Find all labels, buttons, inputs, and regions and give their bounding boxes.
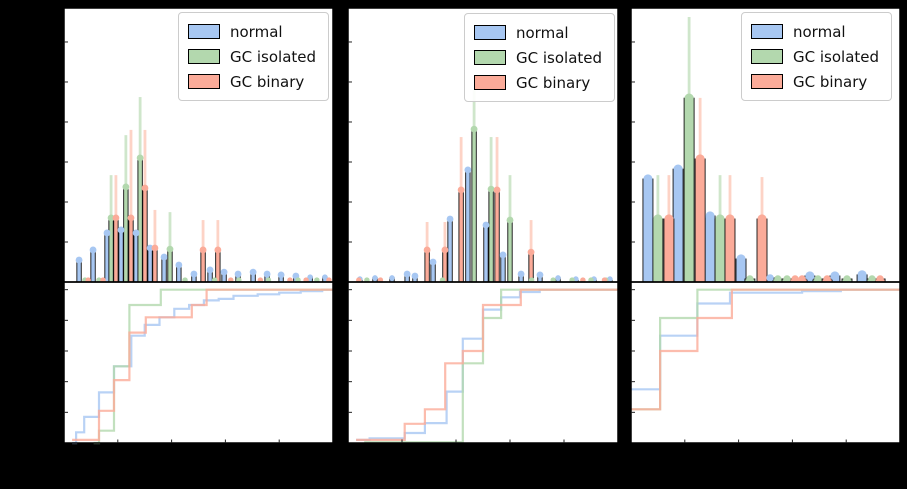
legend-label-gc-isolated: GC isolated bbox=[230, 47, 317, 66]
panel-1-cdf-normal bbox=[72, 288, 333, 445]
panel-1-cdf-gc_binary bbox=[72, 288, 333, 441]
legend-swatch-gc-isolated bbox=[188, 49, 220, 64]
legend-panel-2: normal GC isolated GC binary bbox=[464, 13, 615, 102]
legend-label-gc-binary: GC binary bbox=[230, 72, 305, 91]
legend-label-normal: normal bbox=[793, 22, 846, 41]
panel-3-histogram bbox=[642, 17, 886, 283]
panel-2-cdf bbox=[356, 288, 618, 444]
legend-item-gc-isolated: GC isolated bbox=[188, 44, 319, 69]
legend-label-gc-isolated: GC isolated bbox=[793, 47, 880, 66]
legend-item-gc-binary: GC binary bbox=[751, 69, 882, 94]
legend-item-gc-isolated: GC isolated bbox=[751, 44, 882, 69]
legend-swatch-normal bbox=[751, 24, 783, 39]
legend-label-gc-binary: GC binary bbox=[793, 72, 868, 91]
legend-label-normal: normal bbox=[230, 22, 283, 41]
legend-item-normal: normal bbox=[188, 19, 319, 44]
panel-3 bbox=[630, 7, 901, 444]
legend-panel-3: normal GC isolated GC binary bbox=[741, 12, 892, 101]
panel-3-cdf-gc_binary bbox=[631, 288, 900, 411]
legend-swatch-normal bbox=[474, 25, 506, 40]
legend-label-normal: normal bbox=[516, 23, 569, 42]
legend-label-gc-binary: GC binary bbox=[516, 73, 591, 92]
legend-swatch-gc-isolated bbox=[751, 49, 783, 64]
legend-swatch-gc-isolated bbox=[474, 50, 506, 65]
legend-item-gc-binary: GC binary bbox=[474, 70, 605, 95]
legend-panel-1: normal GC isolated GC binary bbox=[178, 12, 329, 101]
panel-3-cdf bbox=[631, 288, 900, 411]
legend-item-normal: normal bbox=[751, 19, 882, 44]
legend-item-gc-isolated: GC isolated bbox=[474, 45, 605, 70]
legend-item-gc-binary: GC binary bbox=[188, 69, 319, 94]
legend-label-gc-isolated: GC isolated bbox=[516, 48, 603, 67]
legend-swatch-gc-binary bbox=[474, 75, 506, 90]
panel-2-cdf-gc_binary bbox=[356, 288, 618, 441]
legend-item-normal: normal bbox=[474, 20, 605, 45]
legend-swatch-gc-binary bbox=[188, 74, 220, 89]
legend-swatch-normal bbox=[188, 24, 220, 39]
legend-swatch-gc-binary bbox=[751, 74, 783, 89]
panel-1-cdf bbox=[72, 288, 333, 445]
